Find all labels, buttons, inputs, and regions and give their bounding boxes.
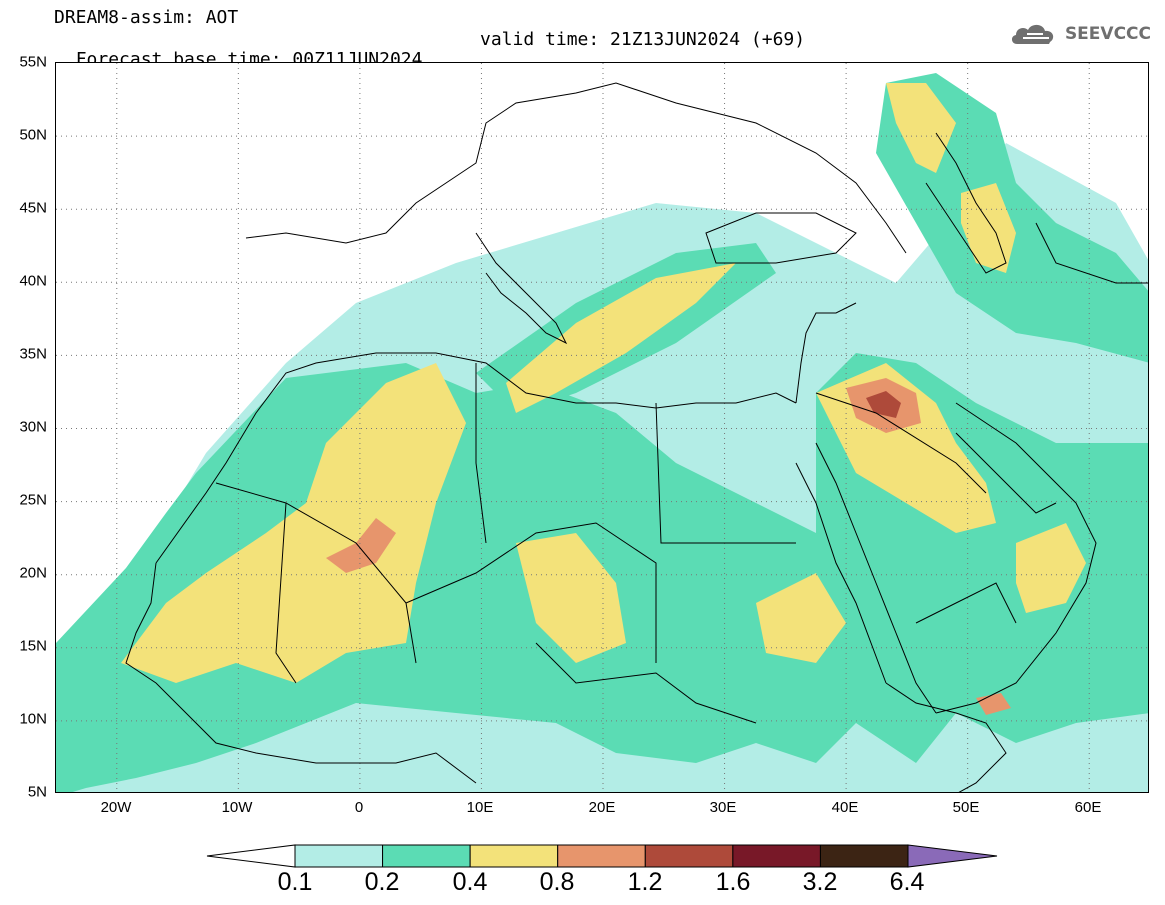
aot-contour-1.2-iraq [866, 391, 901, 418]
colorbar-label: 3.2 [802, 868, 838, 896]
colorbar-label: 1.2 [627, 868, 663, 896]
forecast-valid-time: valid time: 21Z13JUN2024 (+69) [480, 29, 806, 50]
seevccc-logo: SEEVCCC [1009, 20, 1151, 48]
lat-label: 20N [19, 564, 47, 582]
horn-of-africa [885, 682, 1007, 792]
aot-contour-0.4-caspian [886, 83, 956, 173]
lon-label: 0 [354, 799, 364, 816]
aot-contour-0.4-oman [1016, 523, 1086, 613]
lat-label: 15N [19, 637, 47, 655]
colorbar-label: 0.1 [277, 868, 313, 896]
colorbar-box [469, 844, 559, 868]
lat-label: 40N [19, 272, 47, 290]
lon-label: 50E [952, 799, 980, 816]
border-4 [475, 363, 487, 544]
border-7 [815, 392, 987, 494]
lat-label: 5N [27, 783, 47, 801]
colorbar-label: 6.4 [889, 868, 925, 896]
lon-label: 10E [466, 799, 494, 816]
aot-map [55, 62, 1149, 793]
aot-contour-0.4-aegean [506, 263, 736, 413]
levant-coast [795, 302, 857, 404]
aot-contour-0.8-sahara [326, 518, 396, 573]
colorbar-box [382, 844, 471, 868]
lon-label: 60E [1074, 799, 1102, 816]
aot-contour-0.4-sudan [756, 573, 846, 663]
aot-map-canvas [56, 63, 1148, 792]
lon-label: 20E [588, 799, 616, 816]
colorbar-box [644, 844, 734, 868]
lat-label: 50N [19, 126, 47, 144]
lat-label: 55N [19, 53, 47, 71]
red-sea-west [795, 462, 887, 684]
border-5 [655, 402, 796, 544]
colorbar-box [732, 844, 821, 868]
colorbar-over-triangle [907, 844, 998, 868]
red-sea-east [815, 442, 937, 714]
colorbar-under-triangle [206, 844, 296, 868]
aot-colorbar [206, 844, 998, 868]
lat-label: 10N [19, 710, 47, 728]
colorbar-box [557, 844, 646, 868]
lat-label: 45N [19, 199, 47, 217]
colorbar-label: 0.2 [364, 868, 400, 896]
aot-contour-0.4-west-africa [121, 363, 466, 683]
colorbar-label: 0.8 [539, 868, 575, 896]
border-8 [915, 582, 1017, 624]
cloud-icon [1011, 24, 1054, 44]
colorbar-box [819, 844, 909, 868]
border-9 [1035, 222, 1148, 284]
aot-shaded-field [56, 73, 1148, 792]
colorbar-boxes [294, 844, 909, 868]
lat-label: 25N [19, 491, 47, 509]
black-sea [705, 212, 857, 264]
italy-coast [475, 232, 568, 345]
lon-label: 20W [100, 799, 132, 816]
logo-text: SEEVCCC [1064, 24, 1151, 44]
lat-label: 30N [19, 418, 47, 436]
border-6 [535, 642, 757, 724]
lon-label: 30E [709, 799, 737, 816]
graticule [56, 63, 1148, 792]
coastlines-borders [125, 82, 1148, 792]
border-1 [215, 482, 417, 664]
colorbar-label: 0.4 [452, 868, 488, 896]
colorbar-box [294, 844, 384, 868]
iberia-europe-coast [245, 82, 907, 254]
north-africa-coast [155, 352, 797, 564]
persian-gulf [955, 432, 1057, 514]
map-title: DREAM8-assim: AOT [54, 7, 239, 28]
lon-label: 40E [831, 799, 859, 816]
colorbar-label: 1.6 [715, 868, 751, 896]
border-3 [405, 522, 657, 663]
border-2 [275, 502, 297, 684]
lon-label: 10W [221, 799, 253, 816]
west-africa-coast [125, 562, 477, 784]
caspian-sea [925, 132, 1007, 274]
aot-contour-0.4-chad [516, 533, 626, 663]
arabia-coast [935, 402, 1097, 714]
lat-label: 35N [19, 345, 47, 363]
